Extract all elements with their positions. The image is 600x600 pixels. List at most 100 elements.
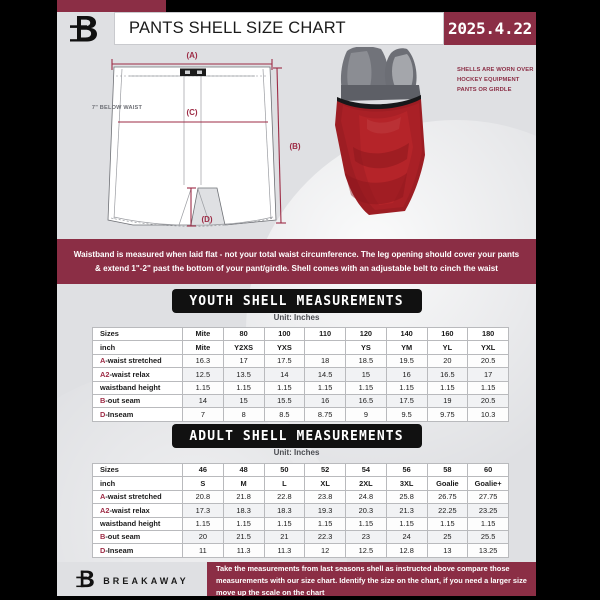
table-cell: 16.5: [426, 367, 469, 382]
row-label: A2-waist relax: [92, 367, 183, 382]
table-cell: 15: [222, 393, 265, 409]
table-cell: 21.3: [385, 503, 428, 518]
adult-section-heading: ADULT SHELL MEASUREMENTS: [57, 424, 536, 448]
table-cell: 26.75: [426, 489, 469, 505]
table-cell: 60: [467, 462, 509, 478]
table-cell: 21.8: [222, 489, 265, 505]
table-cell: XL: [304, 476, 346, 491]
table-cell: L: [263, 476, 306, 491]
revision-date-text: 2025.4.22: [448, 19, 532, 38]
table-cell: 80: [222, 326, 265, 342]
table-cell: 100: [263, 326, 306, 342]
table-row: A2-waist relax 12.5 13.5 14 14.5 15 16 16.5 17: [92, 367, 509, 382]
table-cell: 1.15: [304, 516, 346, 531]
table-cell: 1.15: [426, 516, 469, 531]
table-cell: 8.75: [304, 407, 346, 422]
table-cell: 1.15: [222, 380, 265, 395]
table-row: inch S M L XL 2XL 3XL Goalie Goalie+: [92, 476, 509, 491]
table-cell: 14.5: [304, 367, 346, 382]
table-cell: 17: [222, 353, 265, 369]
table-cell: 1.15: [182, 380, 224, 395]
table-cell: 2XL: [345, 476, 387, 491]
table-cell: 8.5: [263, 407, 306, 422]
table-cell: 13.25: [467, 543, 509, 558]
row-label-mark: D: [100, 545, 106, 555]
row-label-mark: A2: [100, 369, 110, 379]
table-cell: 20.5: [467, 353, 509, 369]
table-cell: 3XL: [385, 476, 428, 491]
table-cell: 17.5: [263, 353, 306, 369]
table-cell: 25: [426, 529, 469, 545]
table-cell: 22.8: [263, 489, 306, 505]
table-cell: 19: [426, 393, 469, 409]
adult-unit-label: Unit: Inches: [273, 448, 320, 457]
table-cell: Y2XS: [222, 340, 265, 355]
table-cell: 11.3: [222, 543, 265, 558]
table-cell: 1.15: [385, 380, 428, 395]
table-row: A-waist stretched 16.3 17 17.5 18 18.5 19.5 20 2…: [92, 353, 509, 369]
table-cell: 1.15: [467, 516, 509, 531]
table-cell: 16: [304, 393, 346, 409]
table-cell: Goalie: [426, 476, 469, 491]
table-cell: 10.3: [467, 407, 509, 422]
table-cell: 11: [182, 543, 224, 558]
table-cell: 17.3: [182, 503, 224, 518]
table-cell: 1.15: [263, 380, 306, 395]
bottom-black-edge: [0, 596, 600, 600]
table-cell: 18.3: [222, 503, 265, 518]
table-cell: 14: [182, 393, 224, 409]
row-label-mark: A2: [100, 505, 110, 515]
table-cell: 13.5: [222, 367, 265, 382]
table-cell: 21.5: [222, 529, 265, 545]
table-cell: 21: [263, 529, 306, 545]
table-cell: 25.5: [467, 529, 509, 545]
table-cell: 15: [345, 367, 387, 382]
measurement-note-text: Waistband is measured when laid flat - n…: [73, 250, 520, 273]
adult-table: Sizes 46 48 50 52 54 56 58 60 inch S M L XL 2XL 3XL Goal…: [92, 462, 509, 558]
table-cell: 8: [222, 407, 265, 422]
table-cell: 1.15: [304, 380, 346, 395]
table-cell: 22.25: [426, 503, 469, 518]
revision-date-badge: 2025.4.22: [444, 12, 536, 45]
row-label-mark: A: [100, 356, 106, 366]
page-footer: BREAKAWAY Take the measurements from las…: [57, 562, 536, 600]
row-label-mark: D: [100, 409, 106, 419]
table-cell: 27.75: [467, 489, 509, 505]
page-header: PANTS SHELL SIZE CHART 2025.4.22: [57, 12, 536, 45]
table-cell: YS: [345, 340, 387, 355]
table-cell: 18: [304, 353, 346, 369]
table-cell: 12.5: [182, 367, 224, 382]
table-cell: 9.75: [426, 407, 469, 422]
table-cell: 24.8: [345, 489, 387, 505]
svg-text:(A): (A): [186, 51, 197, 60]
table-cell: 1.15: [182, 516, 224, 531]
table-cell: 9: [345, 407, 387, 422]
footer-wordmark: BREAKAWAY: [103, 576, 189, 586]
table-cell: 1.15: [345, 380, 387, 395]
illustration-area: (A) (B) (C) (D): [57, 45, 536, 235]
youth-section-heading: YOUTH SHELL MEASUREMENTS: [57, 289, 536, 313]
svg-text:(C): (C): [186, 108, 197, 117]
table-cell: 25.8: [385, 489, 428, 505]
table-row: Sizes Mite 80 100 110 120 140 160 180: [92, 326, 509, 342]
table-cell: 9.5: [385, 407, 428, 422]
table-cell: 50: [263, 462, 306, 478]
table-cell: 12.8: [385, 543, 428, 558]
breakaway-b-logo-icon: [75, 568, 97, 595]
row-label: Sizes: [92, 462, 183, 478]
table-cell: 180: [467, 326, 509, 342]
table-cell: 1.15: [385, 516, 428, 531]
table-row: waistband height 1.15 1.15 1.15 1.15 1.15 1.15…: [92, 516, 509, 531]
table-row: waistband height 1.15 1.15 1.15 1.15 1.15 1.15…: [92, 380, 509, 395]
table-cell: Goalie+: [467, 476, 509, 491]
footer-note: Take the measurements from last seasons …: [207, 562, 536, 600]
table-cell: 20.5: [467, 393, 509, 409]
row-label-mark: B: [100, 396, 106, 406]
table-cell: 13: [426, 543, 469, 558]
table-cell: 12.5: [345, 543, 387, 558]
svg-text:(B): (B): [289, 142, 300, 151]
top-black-strip: [166, 0, 536, 12]
table-cell: 24: [385, 529, 428, 545]
page-title-text: PANTS SHELL SIZE CHART: [129, 19, 346, 37]
